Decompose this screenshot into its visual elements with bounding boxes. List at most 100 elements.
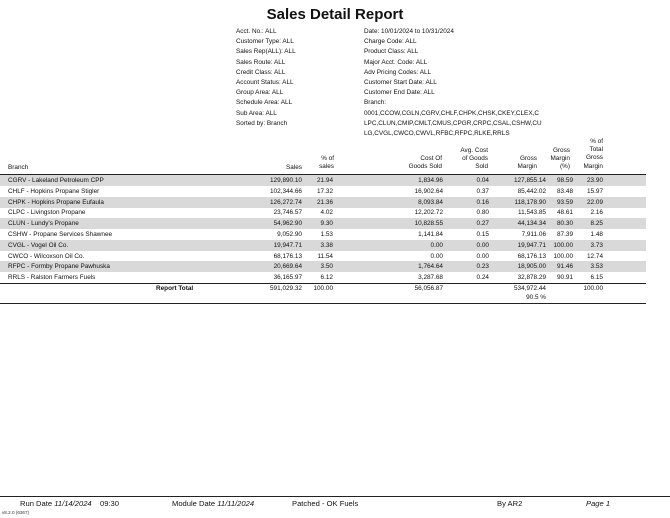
cell-pct: 21.94 [317, 177, 333, 184]
cell-branch: RRLS - Ralston Farmers Fuels [8, 274, 96, 282]
table-row: CSHW - Propane Services Shawnee 9,052.90 1… [0, 229, 646, 240]
total-rule-bottom [0, 303, 646, 304]
cell-gmp: 48.61 [557, 209, 573, 217]
branch-list: 0001,CCOW,CGLN,CGRV,CHLF,CHPK,CHSK,CKEY,… [364, 109, 542, 138]
total-rule-top [0, 283, 646, 284]
version-label: v8.2.0 (6367) [2, 510, 30, 515]
cell-pct: 4.02 [320, 209, 333, 217]
criteria-line: Customer Type: ALL [236, 38, 294, 46]
cell-branch: CVGL - Vogel Oil Co. [8, 241, 69, 249]
cell-branch: CHLF - Hopkins Propane Stigler [8, 187, 100, 195]
table-row: CGRV - Lakeland Petroleum CPP 129,890.10 2… [0, 175, 646, 186]
total-pct-total: 100.00 [583, 285, 603, 292]
cell-branch: CLPC - Livingston Propane [8, 209, 86, 217]
criteria-line: Product Class: ALL [364, 48, 419, 56]
cell-sales: 23,746.57 [273, 209, 302, 217]
cell-sales: 9,052.90 [277, 231, 302, 238]
cell-gm: 68,176.13 [517, 252, 546, 260]
cell-gmp: 80.30 [557, 220, 573, 228]
module-date: Module Date 11/11/2024 [172, 499, 255, 508]
cell-cogs: 10,828.55 [414, 220, 443, 228]
cell-branch: CLUN - Lundy's Propane [8, 220, 79, 228]
criteria-line: Major Acct. Code: ALL [364, 58, 428, 66]
criteria-line: Date: 10/01/2024 to 10/31/2024 [364, 28, 454, 35]
cell-tot: 1.48 [590, 231, 603, 238]
printed-by: By AR2 [497, 499, 523, 508]
cell-sales: 19,947.71 [273, 241, 302, 249]
cell-pct: 11.54 [317, 252, 333, 260]
criteria-line: Customer Start Date: ALL [364, 79, 437, 87]
cell-gmp: 90.91 [557, 274, 573, 282]
cell-avg: 0.37 [476, 187, 489, 195]
cell-tot: 6.15 [590, 274, 603, 282]
table-row: CWCO - Wilcoxson Oil Co. 68,176.13 11.54 0.… [0, 251, 646, 262]
criteria-line: Group Area: ALL [236, 89, 284, 97]
cell-cogs: 3,287.68 [418, 274, 443, 282]
run-date: Run Date 11/14/2024 [20, 499, 92, 508]
table-row: CLPC - Livingston Propane 23,746.57 4.02 12… [0, 207, 646, 218]
cell-avg: 0.04 [476, 177, 489, 184]
cell-sales: 129,890.10 [270, 177, 302, 184]
cell-cogs: 1,764.64 [418, 263, 443, 271]
table-row: RRLS - Ralston Farmers Fuels 36,165.97 6.1… [0, 272, 646, 283]
cell-tot: 15.97 [587, 187, 603, 195]
cell-sales: 20,669.64 [273, 263, 302, 271]
header-cogs: Cost Of Goods Sold [408, 155, 442, 171]
cell-sales: 36,165.97 [273, 274, 302, 282]
cell-cogs: 12,202.72 [414, 209, 443, 217]
header-sales: Sales [286, 164, 302, 171]
header-pct-total-gm: % of Total Gross Margin [583, 138, 603, 170]
criteria-line: Charge Code: ALL [364, 38, 417, 46]
table-row: CVGL - Vogel Oil Co. 19,947.71 3.38 0.00 0.0… [0, 239, 646, 251]
cell-avg: 0.00 [476, 241, 489, 249]
cell-gmp: 93.59 [557, 198, 573, 206]
total-label: Report Total [156, 285, 194, 292]
table-row: CHLF - Hopkins Propane Stigler 102,344.66… [0, 186, 646, 197]
cell-cogs: 8,093.84 [418, 198, 443, 206]
cell-tot: 12.74 [587, 252, 603, 260]
cell-gmp: 100.00 [553, 241, 573, 249]
cell-pct: 21.36 [317, 198, 333, 206]
total-cogs: 56,056.87 [414, 285, 443, 292]
header-pct-sales: % of sales [319, 155, 334, 171]
page-number: Page 1 [586, 499, 611, 508]
run-time: 09:30 [100, 499, 120, 508]
patched-note: Patched - OK Fuels [292, 499, 359, 508]
cell-pct: 9.30 [320, 220, 333, 228]
cell-pct: 6.12 [320, 274, 333, 282]
cell-branch: CGRV - Lakeland Petroleum CPP [8, 177, 104, 184]
cell-branch: CWCO - Wilcoxson Oil Co. [8, 252, 85, 260]
cell-gm: 7,911.06 [521, 231, 546, 238]
cell-avg: 0.27 [476, 220, 489, 228]
cell-branch: CHPK - Hopkins Propane Eufaula [8, 198, 104, 206]
criteria-line: Branch: [364, 99, 387, 107]
cell-avg: 0.15 [476, 231, 489, 238]
cell-avg: 0.00 [476, 252, 489, 260]
table-row: CLUN - Lundy's Propane 54,962.90 9.30 10,82… [0, 218, 646, 230]
cell-tot: 3.73 [590, 241, 603, 249]
cell-gm: 44,134.34 [517, 220, 546, 228]
cell-gmp: 83.48 [557, 187, 573, 195]
cell-gm: 32,878.29 [517, 274, 546, 282]
cell-cogs: 16,902.64 [414, 187, 443, 195]
cell-tot: 22.09 [587, 198, 603, 206]
cell-cogs: 1,834.96 [418, 177, 443, 184]
cell-gmp: 87.39 [557, 231, 573, 238]
cell-gm: 11,543.85 [518, 209, 546, 217]
criteria-line: Acct. No.: ALL [236, 28, 277, 35]
header-gross-margin-pct: Gross Margin (%) [550, 147, 570, 171]
criteria-line: Sub Area: ALL [236, 109, 277, 117]
header-rule [0, 174, 646, 175]
footer-rule [0, 496, 670, 497]
cell-branch: CSHW - Propane Services Shawnee [8, 231, 113, 238]
cell-avg: 0.23 [476, 263, 489, 271]
criteria-line: Sales Route: ALL [236, 58, 286, 66]
cell-tot: 23.90 [587, 177, 603, 184]
criteria-line: Schedule Area: ALL [236, 99, 293, 107]
total-gross-margin: 534,972.44 [514, 285, 546, 292]
cell-tot: 8.25 [590, 220, 603, 228]
cell-gm: 85,442.02 [517, 187, 546, 195]
cell-gm: 118,178.90 [514, 198, 546, 206]
cell-pct: 3.38 [320, 241, 333, 249]
criteria-right: Date: 10/01/2024 to 10/31/2024 Charge Cod… [364, 27, 542, 139]
